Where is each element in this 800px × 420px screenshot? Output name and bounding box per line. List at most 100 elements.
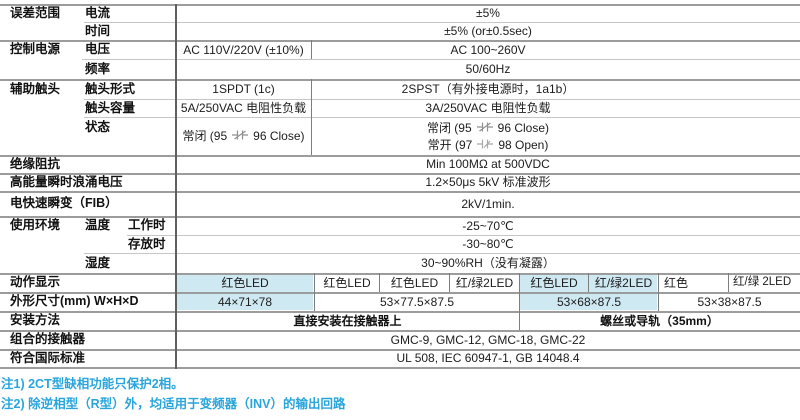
row-label-aux-contacts: 辅助触头 [10,81,61,96]
grid-line [658,273,659,292]
value-temp-working: -25~70℃ [462,218,514,233]
grid-line [311,79,312,155]
grid-line [0,155,800,157]
row-label-fib: 电快速瞬变（FIB） [10,196,118,211]
grid-line [519,292,520,311]
grid-line [0,273,800,275]
grid-line [0,349,800,351]
grid-line [519,311,520,330]
row-label-standards: 符合国际标准 [10,351,86,366]
sub-label-humidity: 湿度 [85,255,111,270]
value-insulation: Min 100MΩ at 500VDC [426,157,550,171]
value-temp-storage: -30~80℃ [462,237,514,251]
grid-line [588,273,589,292]
value-contactor-combo: GMC-9, GMC-12, GMC-18, GMC-22 [390,332,586,347]
value-contact-form-2: 2SPST（有外接电源时，1a1b） [401,82,575,96]
grid-line [175,4,177,369]
row-label-error-range: 误差范围 [10,5,61,20]
grid-line [0,330,800,332]
grid-line [0,216,800,218]
sub-label-temperature: 温度 [85,218,111,233]
state-nc-suffix: 96 Close) [497,120,550,135]
sub-label-voltage: 电压 [85,42,111,57]
state-no-prefix: 常开 (97 [427,137,473,152]
led-cell-8: 红/绿 2LED [733,275,792,288]
value-standards: UL 508, IEC 60947-1, GB 14048.4 [396,351,580,365]
led-cell-5: 红色LED [530,275,578,290]
sub-label-contact-capacity: 触头容量 [85,100,136,115]
footnote-1: 注1) 2CT型缺相功能只保护2相。 [1,377,184,391]
nc-contact-icon [232,130,249,142]
sub-label-time: 时间 [85,23,111,38]
grid-line [127,235,800,236]
value-humidity: 30~90%RH（没有凝露） [421,256,555,270]
value-fib: 2kV/1min. [461,196,515,211]
footnote-2: 注2) 除逆相型（R型）外，均适用于变频器（INV）的输出回路 [1,397,346,411]
value-install-1: 直接安装在接触器上 [293,313,402,328]
dim-cell-4: 53×38×87.5 [697,294,762,309]
grid-line [728,273,729,292]
row-label-contactor-combo: 组合的接触器 [10,332,86,347]
sub-label-contact-form: 触头形式 [85,81,136,96]
value-current-error: ±5% [476,6,500,20]
led-cell-4: 红/绿2LED [455,275,514,290]
grid-line [0,191,800,193]
sub-label-frequency: 频率 [85,61,111,76]
grid-line [314,273,315,292]
value-install-2: 螺丝或导轨（35mm） [600,313,719,328]
led-cell-7: 红色 [664,275,689,290]
dim-cell-2: 53×77.5×87.5 [379,294,455,309]
grid-line [449,273,450,292]
grid-line [84,253,800,254]
dim-cell-1: 44×71×78 [217,294,273,309]
no-contact-icon [477,139,494,151]
sub-label-storage: 存放时 [128,236,166,251]
grid-line [0,40,800,42]
row-label-insulation: 绝缘阻抗 [10,156,61,171]
led-cell-1: 红色LED [221,275,269,290]
value-contact-capacity-1: 5A/250VAC 电阻性负载 [180,101,307,115]
grid-line [0,173,800,175]
grid-line [519,273,520,292]
grid-line [0,79,800,81]
led-cell-3: 红色LED [390,275,439,290]
row-label-dimensions: 外形尺寸(mm) W×H×D [10,294,139,309]
row-label-control-power: 控制电源 [10,42,61,57]
row-label-environment: 使用环境 [10,218,61,233]
value-contact-form-1: 1SPDT (1c) [212,82,275,96]
grid-line [0,311,800,313]
value-contact-capacity-2: 3A/250VAC 电阻性负载 [425,101,551,115]
value-time-error: ±5% (or±0.5sec) [444,24,532,38]
grid-line [0,292,800,294]
led-cell-2: 红色LED [323,275,371,290]
state-nc-suffix: 96 Close) [253,129,305,143]
state-nc-prefix: 常闭 (95 [426,120,472,135]
value-surge: 1.2×50μs 5kV 标准波形 [425,175,551,189]
grid-line [84,22,800,23]
sub-label-working: 工作时 [128,218,166,233]
nc-contact-icon [476,122,493,134]
row-label-surge: 高能量瞬时浪涌电压 [10,174,123,189]
row-label-led-display: 动作显示 [10,275,61,290]
value-state-right-no: 常开 (97 98 Open) [311,136,665,153]
grid-line [311,40,312,59]
grid-line [84,117,800,118]
value-frequency: 50/60Hz [465,62,511,76]
sub-label-current: 电流 [85,5,111,20]
led-cell-6: 红/绿2LED [594,275,653,290]
dim-cell-3: 53×68×87.5 [556,294,622,309]
grid-line [0,367,800,369]
row-label-installation: 安装方法 [10,313,61,328]
grid-line [658,292,659,311]
grid-line [314,292,315,311]
value-voltage-2: AC 100~260V [450,42,526,57]
grid-line [379,273,380,292]
state-nc-prefix: 常闭 (95 [182,129,228,143]
value-state-right-nc: 常闭 (95 96 Close) [311,119,665,136]
grid-line [0,4,800,6]
grid-line [82,59,800,60]
grid-line [84,99,800,100]
value-voltage-1: AC 110V/220V (±10%) [183,42,304,57]
sub-label-state: 状态 [85,119,111,134]
